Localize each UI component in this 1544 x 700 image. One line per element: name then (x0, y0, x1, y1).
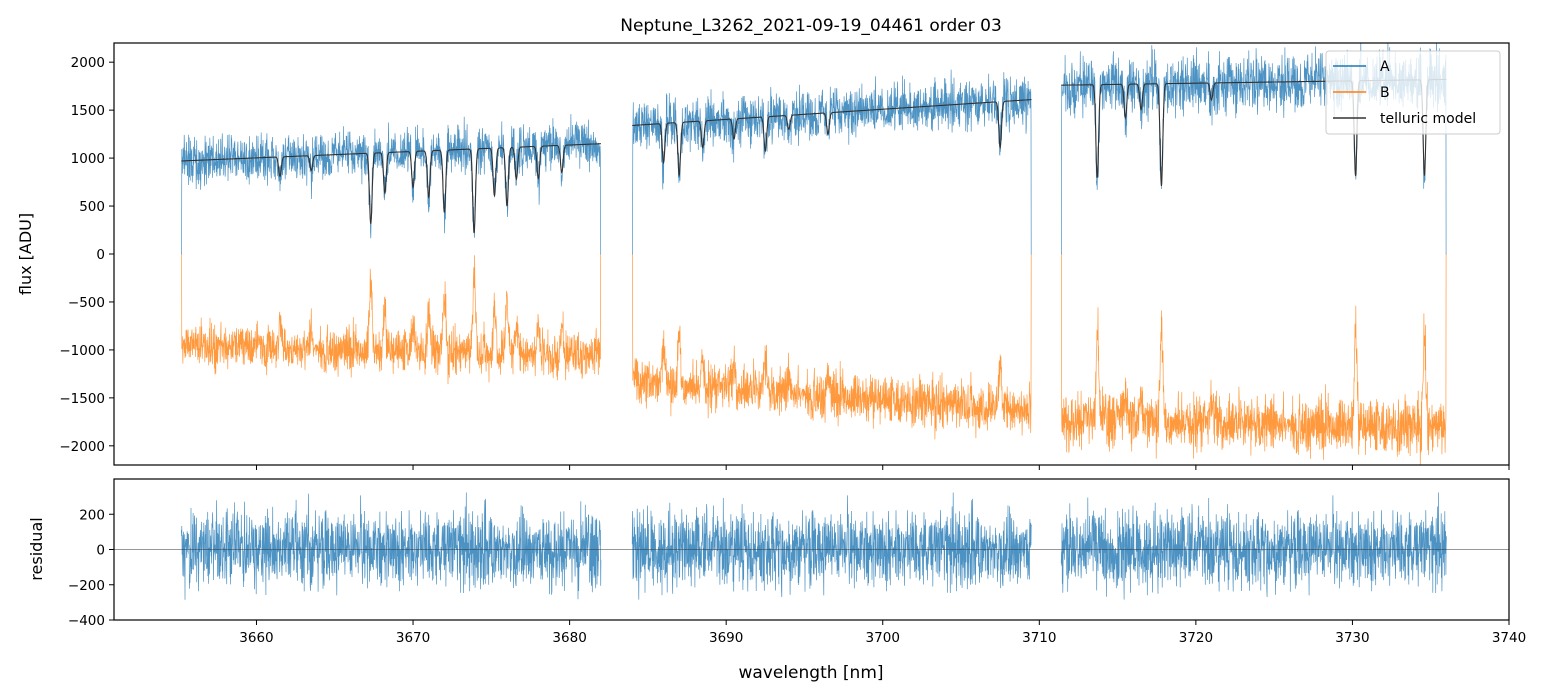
y-tick-label: −1500 (59, 391, 105, 407)
y-tick-label: −200 (68, 578, 105, 594)
x-tick-label: 3700 (866, 630, 900, 646)
y-tick-label: −400 (68, 613, 105, 629)
telluric-model-segment-0 (181, 143, 601, 234)
x-tick-label: 3690 (709, 630, 743, 646)
y-tick-label: 200 (79, 507, 105, 523)
y-tick-label: −500 (68, 295, 105, 311)
y-tick-label: 0 (96, 247, 105, 263)
residual-segment-0 (180, 492, 602, 600)
series-B-segment-2 (1061, 253, 1447, 465)
spectrum-panel: 2000 1500 1000 500 0 −500 −1000 −1500 −2000 (59, 42, 1510, 470)
x-tick-label: 3660 (239, 630, 273, 646)
series-B-segment-0 (181, 253, 602, 385)
residual-panel: 200 0 −200 −400 3660 3670 3680 3690 3700 3710 3720… (68, 478, 1526, 646)
legend-entry: B (1380, 85, 1390, 101)
y-tick-label: 1500 (71, 103, 105, 119)
x-tick-label: 3740 (1492, 630, 1526, 646)
residual-plot-area (180, 492, 1447, 600)
series-A-segment-1 (632, 69, 1032, 255)
y-tick-label: 2000 (71, 55, 105, 71)
y-tick-label: 1000 (71, 151, 105, 167)
legend-box (1325, 50, 1501, 135)
legend-entry: A (1380, 59, 1390, 75)
y-tick-label: −1000 (59, 343, 105, 359)
x-axis-label: wavelength [nm] (738, 663, 883, 683)
y-tick-label: −2000 (59, 439, 105, 455)
chart-title: Neptune_L3262_2021-09-19_04461 order 03 (620, 16, 1002, 36)
x-tick-label: 3720 (1179, 630, 1213, 646)
y-axis-label-flux: flux [ADU] (16, 213, 35, 295)
legend-entry: telluric model (1380, 111, 1476, 127)
x-tick-label: 3710 (1022, 630, 1056, 646)
x-tick-label: 3680 (552, 630, 586, 646)
spectrum-plot-area (181, 43, 1447, 465)
residual-segment-2 (1060, 492, 1447, 600)
series-A-segment-0 (181, 114, 602, 255)
telluric-model-segment-1 (632, 99, 1032, 178)
y-axis-label-residual: residual (27, 517, 46, 580)
y-tick-label: 500 (79, 199, 105, 215)
residual-segment-1 (631, 492, 1032, 600)
x-tick-label: 3730 (1335, 630, 1369, 646)
series-B-segment-1 (632, 253, 1032, 440)
x-tick-label: 3670 (396, 630, 430, 646)
y-tick-label: 0 (96, 543, 105, 559)
